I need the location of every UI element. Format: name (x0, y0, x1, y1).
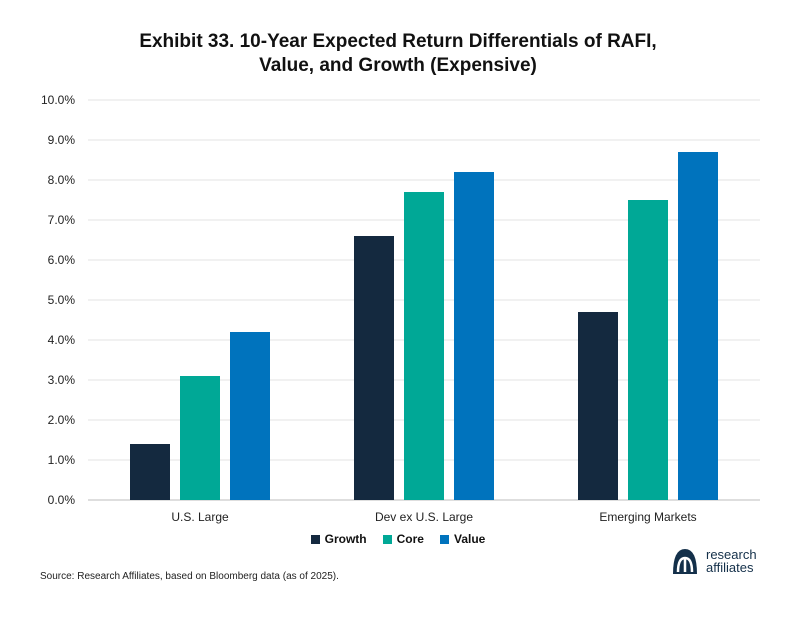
chart-title-line-2: Value, and Growth (Expensive) (259, 55, 537, 76)
y-tick-label: 1.0% (48, 453, 76, 467)
legend-swatch-value (439, 534, 449, 544)
bar-value (230, 332, 270, 500)
y-tick-label: 2.0% (48, 413, 76, 427)
y-tick-label: 10.0% (41, 93, 75, 107)
legend-item-growth: Growth (310, 532, 367, 546)
legend-swatch-growth (310, 534, 320, 544)
y-tick-label: 6.0% (48, 253, 76, 267)
bar-growth (354, 236, 394, 500)
legend-label-core: Core (396, 532, 424, 546)
bar-growth (130, 444, 170, 500)
legend-item-core: Core (382, 532, 424, 546)
bar-core (180, 376, 220, 500)
y-tick-label: 4.0% (48, 333, 76, 347)
bar-core (404, 192, 444, 500)
bar-value (454, 172, 494, 500)
legend-item-value: Value (439, 532, 486, 546)
x-category-label: Dev ex U.S. Large (375, 510, 473, 524)
logo-text: research affiliates (706, 548, 757, 574)
bar-chart: 0.0% 1.0% 2.0% 3.0% 4.0% 5.0% 6.0% 7.0% 8.0% 9.0%… (41, 93, 760, 524)
y-tick-label: 0.0% (48, 493, 76, 507)
legend-label-growth: Growth (324, 532, 367, 546)
y-tick-label: 5.0% (48, 293, 76, 307)
logo-text-line-1: research (706, 547, 757, 562)
x-category-label: Emerging Markets (599, 510, 696, 524)
source-note: Source: Research Affiliates, based on Bl… (40, 571, 339, 582)
x-category-label: U.S. Large (171, 510, 229, 524)
legend-label-value: Value (453, 532, 486, 546)
y-tick-label: 7.0% (48, 213, 76, 227)
bar-growth (578, 312, 618, 500)
chart-title-line-1: Exhibit 33. 10-Year Expected Return Diff… (139, 31, 657, 52)
legend-swatch-core (382, 534, 392, 544)
ra-logo-icon (673, 549, 697, 574)
y-tick-label: 8.0% (48, 173, 76, 187)
research-affiliates-logo: research affiliates (670, 546, 757, 576)
bar-core (628, 200, 668, 500)
y-tick-label: 9.0% (48, 133, 76, 147)
legend: Growth Core Value (0, 532, 796, 546)
chart-title: Exhibit 33. 10-Year Expected Return Diff… (0, 30, 796, 78)
y-tick-label: 3.0% (48, 373, 76, 387)
bar-value (678, 152, 718, 500)
logo-text-line-2: affiliates (706, 560, 754, 575)
